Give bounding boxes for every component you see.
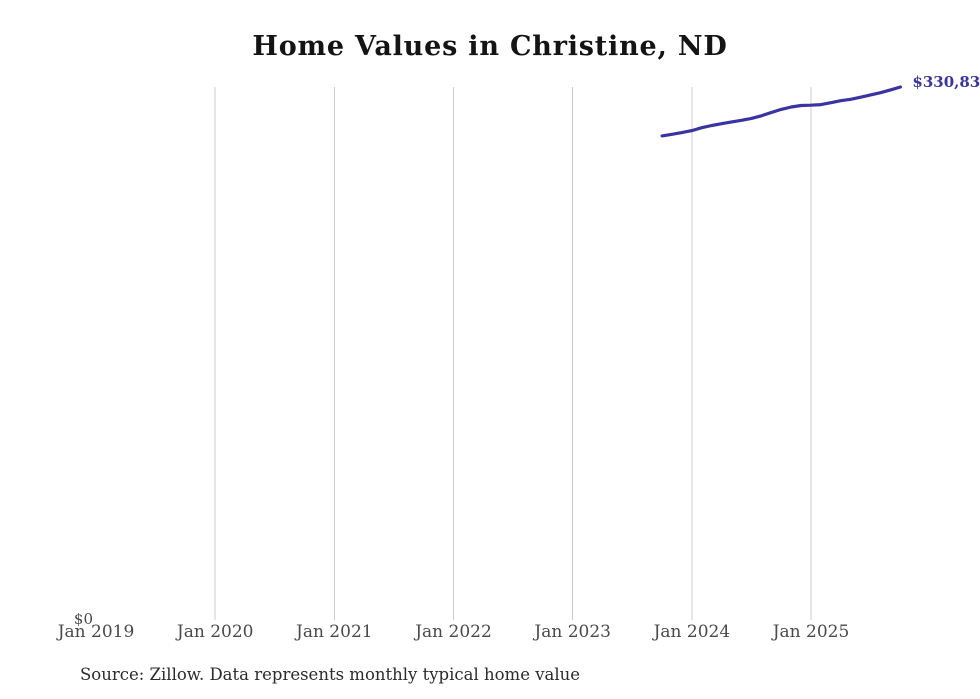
x-tick-label: Jan 2025 bbox=[772, 622, 850, 642]
source-note: Source: Zillow. Data represents monthly … bbox=[80, 665, 581, 684]
x-axis-labels: Jan 2019 Jan 2020 Jan 2021 Jan 2022 Jan 2023… bbox=[0, 622, 980, 648]
chart-title: Home Values in Christine, ND bbox=[252, 31, 728, 62]
x-tick-label: Jan 2022 bbox=[415, 622, 492, 642]
x-tick-label: Jan 2020 bbox=[176, 622, 254, 642]
x-tick-label: Jan 2019 bbox=[57, 622, 135, 642]
x-tick-label: Jan 2024 bbox=[653, 622, 731, 642]
x-tick-label: Jan 2021 bbox=[296, 622, 373, 642]
x-tick-label: Jan 2023 bbox=[534, 622, 611, 642]
y-axis-zero-label: $0 bbox=[73, 610, 93, 628]
current-value-label: $330,833 bbox=[912, 73, 980, 91]
home-value-line bbox=[660, 85, 903, 138]
